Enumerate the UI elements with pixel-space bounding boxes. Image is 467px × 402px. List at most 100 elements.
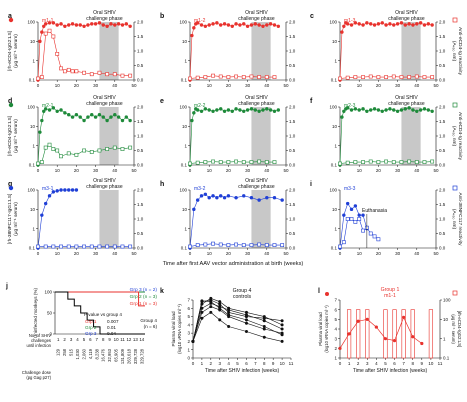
x-tick-label: 11 [120, 337, 125, 342]
reactivity-point [105, 244, 110, 249]
challenge-phase-label: challenge phase [238, 184, 275, 190]
reactivity-point [384, 75, 388, 80]
serum-point [353, 204, 358, 208]
challenge-phase-label: Oral SHIV [245, 95, 268, 101]
y-right-tick-label: 1.0 [439, 49, 446, 54]
dose-title-unit: (pg Gag p27) [26, 375, 51, 380]
y-right-tick-label: 2.0 [289, 20, 296, 25]
x-tick-label: 3 [70, 337, 73, 342]
reactivity-point [272, 160, 277, 165]
x-tick-label: 50 [433, 251, 439, 256]
pvalue-value: 0.04 [107, 331, 116, 336]
dose-label: 263,618 [126, 348, 131, 364]
serum-point [43, 201, 48, 206]
reactivity-point [272, 75, 277, 80]
y-tick-label: 1 [32, 226, 35, 231]
serum-point [203, 24, 208, 28]
y-right-tick-label: 1.0 [289, 134, 296, 139]
panel-j: j 0 50 100 Uninfected monkeys (%) Grp 3 (n = … [5, 283, 157, 380]
serum-point [372, 23, 377, 27]
serum-point [230, 109, 234, 113]
x-tick-label: 1 [348, 361, 351, 366]
ylabel-left-group: [rh-eCD4-IgG2:LS] (μg ml⁻¹ serum) [7, 116, 19, 156]
x-tick-label: 40 [414, 83, 420, 88]
serum-point [361, 23, 365, 27]
serum-point [369, 108, 373, 112]
reactivity-point [112, 244, 117, 249]
panel-letter: l [318, 288, 320, 295]
serum-point [257, 198, 261, 202]
y-right-tick-label: 2.0 [137, 105, 144, 110]
serum-point [105, 24, 109, 28]
serum-point [388, 107, 392, 111]
serum-point [276, 24, 281, 28]
serum-point [42, 109, 46, 113]
serum-point [47, 21, 52, 25]
serum-point [113, 112, 117, 117]
reactivity-point [51, 147, 56, 151]
serum-point [207, 195, 211, 200]
dose-label: 16,476 [101, 348, 106, 361]
serum-point [59, 22, 63, 26]
reactivity-point [345, 75, 350, 80]
y-right-tick-label: 1.5 [137, 34, 144, 39]
serum-point [67, 188, 71, 192]
viral-load-point [280, 319, 284, 323]
x-tick-label: 10 [114, 337, 119, 342]
x-tick-label: 30 [245, 251, 251, 256]
serum-point [195, 108, 200, 112]
serum-point [392, 108, 396, 112]
reactivity-point [89, 72, 94, 77]
y-right-tick-label: 1.0 [289, 49, 296, 54]
y-tick-label: 10 [30, 207, 36, 212]
viral-load-point [262, 315, 266, 319]
y-right-tick-label: 1.5 [439, 34, 446, 39]
serum-point [38, 130, 42, 134]
y-right-tick-label: 100 [443, 298, 451, 303]
viral-load-point [356, 319, 360, 323]
series-line-reactivity [339, 218, 379, 247]
serum-point [372, 107, 377, 111]
y-right-tick-label: 2.0 [439, 188, 446, 193]
reactivity-point [399, 160, 404, 165]
y-right-tick-label: 1.5 [289, 34, 296, 39]
serum-point [238, 108, 242, 112]
x-tick-label: 2 [63, 337, 66, 342]
x-axis-title: Time after SHIV infection (weeks) [353, 368, 428, 374]
reactivity-point [51, 244, 56, 249]
reactivity-point [368, 159, 373, 164]
y-right-tick-label: 1.0 [439, 217, 446, 222]
serum-point [265, 107, 269, 111]
serum-point [63, 24, 67, 28]
serum-point [47, 194, 52, 198]
viral-load-line [192, 298, 283, 342]
reactivity-point [203, 242, 208, 247]
serum-point [116, 22, 121, 26]
y-axis-title: Uninfected monkeys (%) [33, 288, 38, 339]
x-axis-title: Time after SHIV infection (weeks) [205, 368, 280, 374]
reactivity-point [128, 73, 133, 78]
serum-point [384, 23, 388, 27]
ylabel-left-group: [rh-eCD4-IgG2:LS] (μg ml⁻¹ serum) [7, 31, 19, 71]
reactivity-point [120, 244, 125, 249]
serum-point [219, 107, 223, 111]
reactivity-point [391, 74, 396, 79]
serum-point [403, 107, 407, 111]
serum-point [192, 111, 196, 115]
y-tick-label: 0 [187, 356, 190, 361]
y-right-tick-label: 0.0 [439, 246, 446, 251]
chart-title: controls [233, 294, 252, 300]
serum-bar [365, 309, 370, 359]
ylabel-right: Anti-eCD4-Ig reactivity [457, 112, 463, 161]
reactivity-point [74, 152, 79, 157]
serum-point [211, 109, 215, 113]
dose-group: 329,728 [133, 348, 138, 364]
reactivity-point [218, 74, 223, 79]
serum-point [384, 108, 388, 112]
legend-dot-left [8, 185, 14, 191]
x-tick-label: 30 [245, 168, 251, 173]
x-tick-label: 6 [393, 361, 396, 366]
dose-label: 131,809 [120, 348, 125, 364]
